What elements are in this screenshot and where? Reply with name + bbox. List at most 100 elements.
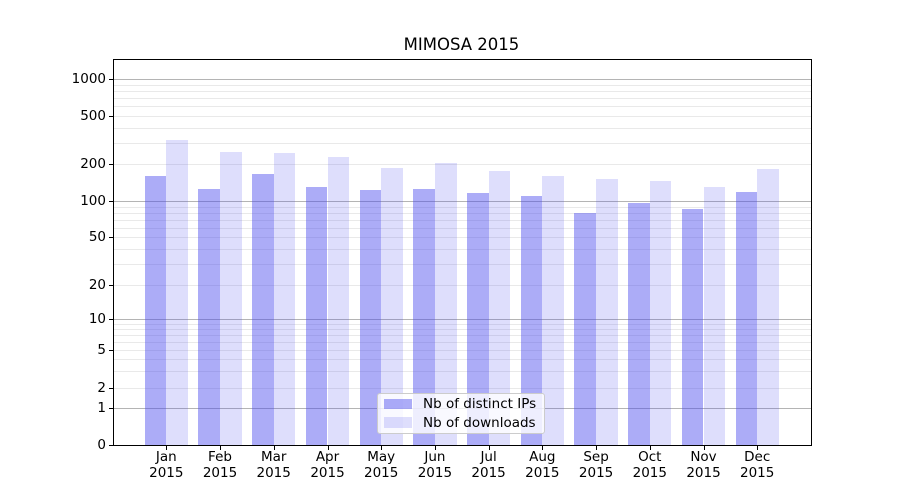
gridline-minor: [113, 90, 811, 92]
x-tick-mark: [434, 446, 436, 450]
gridline-minor: [113, 84, 811, 86]
y-tick-mark: [108, 164, 113, 165]
x-tick-label: Jun 2015: [403, 449, 467, 481]
x-tick-mark: [703, 446, 705, 450]
bar-nb-of-downloads-sep-2015: [596, 179, 618, 445]
gridline-minor: [113, 142, 811, 144]
x-tick-mark: [273, 446, 275, 450]
bar-nb-of-downloads-dec-2015: [757, 169, 779, 445]
gridline-minor: [113, 116, 811, 117]
bar-nb-of-distinct-ips-apr-2015: [305, 187, 328, 445]
gridline-minor: [113, 285, 811, 286]
x-tick-year: 2015: [740, 464, 775, 481]
x-tick-month: Sep: [583, 449, 609, 465]
x-tick-mark: [220, 446, 221, 450]
y-tick-mark: [108, 237, 113, 238]
x-tick-month: Mar: [260, 449, 287, 465]
y-tick-mark: [108, 408, 113, 409]
y-tick-label: 2: [97, 379, 106, 396]
x-tick-mark: [166, 446, 168, 450]
x-tick-label: Dec 2015: [725, 449, 789, 481]
bar-nb-of-distinct-ips-sep-2015: [574, 212, 597, 445]
x-tick-label: Jul 2015: [457, 449, 521, 481]
y-tick-label: 10: [88, 311, 106, 327]
bar-nb-of-downloads-feb-2015: [220, 151, 242, 445]
legend-label: Nb of downloads: [423, 414, 536, 431]
x-tick-month: Nov: [690, 449, 717, 465]
y-tick-mark: [108, 350, 113, 351]
x-tick-year: 2015: [149, 464, 184, 481]
bar-nb-of-distinct-ips-may-2015: [359, 190, 382, 445]
x-tick-year: 2015: [364, 464, 399, 481]
y-tick-mark: [108, 285, 113, 286]
x-tick-year: 2015: [202, 464, 238, 481]
gridline-minor: [113, 164, 811, 165]
y-tick-label: 20: [88, 277, 106, 293]
x-tick-label: Aug 2015: [510, 449, 574, 481]
gridline-minor: [113, 323, 811, 325]
bar-nb-of-downloads-apr-2015: [327, 157, 350, 445]
gridline-major: [113, 201, 811, 202]
x-tick-year: 2015: [525, 464, 560, 481]
x-tick-month: May: [367, 449, 396, 465]
x-tick-year: 2015: [686, 464, 721, 481]
gridline-minor: [113, 106, 811, 108]
bar-nb-of-downloads-oct-2015: [649, 180, 672, 445]
chart-title: MIMOSA 2015: [403, 35, 520, 54]
y-tick-mark: [108, 79, 113, 80]
x-tick-mark: [542, 446, 544, 450]
x-tick-month: Dec: [744, 449, 771, 465]
bar-nb-of-downloads-mar-2015: [273, 153, 296, 445]
y-tick-mark: [108, 201, 113, 202]
x-tick-label: Sep 2015: [564, 449, 628, 481]
x-tick-month: Feb: [208, 449, 232, 465]
y-tick-label: 200: [80, 156, 106, 172]
bar-nb-of-downloads-jan-2015: [166, 140, 188, 445]
x-tick-month: Apr: [315, 449, 340, 465]
bar-nb-of-distinct-ips-mar-2015: [252, 174, 274, 445]
legend-swatch: [384, 417, 412, 428]
y-tick-label: 50: [88, 229, 106, 245]
y-tick-label: 5: [97, 342, 106, 358]
legend-row: Nb of distinct IPs: [384, 395, 538, 414]
x-tick-mark: [757, 446, 759, 450]
bar-nb-of-distinct-ips-jul-2015: [466, 193, 489, 445]
bar-nb-of-downloads-jul-2015: [488, 171, 511, 445]
y-tick-mark: [108, 445, 113, 446]
x-tick-label: Feb 2015: [188, 449, 252, 481]
gridline-minor: [113, 98, 811, 99]
x-tick-label: Jan 2015: [134, 449, 198, 481]
gridline-minor: [113, 335, 811, 336]
bar-nb-of-distinct-ips-jan-2015: [144, 175, 167, 445]
x-tick-year: 2015: [256, 464, 291, 481]
x-tick-year: 2015: [417, 464, 453, 481]
bar-nb-of-distinct-ips-feb-2015: [198, 189, 220, 445]
bar-nb-of-downloads-aug-2015: [542, 175, 564, 445]
x-tick-label: Mar 2015: [242, 449, 306, 481]
y-tick-mark: [108, 116, 113, 117]
x-tick-year: 2015: [310, 464, 345, 481]
bar-nb-of-downloads-may-2015: [381, 168, 403, 445]
bar-nb-of-distinct-ips-jun-2015: [413, 188, 435, 445]
x-tick-mark: [649, 446, 651, 450]
y-tick-label: 500: [80, 108, 106, 124]
x-tick-label: Apr 2015: [296, 449, 360, 481]
plot-area: [112, 59, 812, 446]
legend-row: Nb of downloads: [384, 413, 538, 432]
gridline-minor: [113, 370, 811, 372]
x-tick-mark: [327, 446, 329, 450]
bar-nb-of-distinct-ips-aug-2015: [520, 196, 543, 445]
x-tick-label: Oct 2015: [618, 449, 682, 481]
gridline-minor: [113, 127, 811, 129]
bar-nb-of-downloads-jun-2015: [434, 162, 457, 445]
x-tick-label: May 2015: [349, 449, 413, 481]
gridline-minor: [113, 329, 811, 330]
y-tick-label: 100: [80, 193, 106, 209]
y-tick-label: 1000: [71, 71, 106, 87]
gridline-minor: [113, 212, 811, 214]
legend: Nb of distinct IPs Nb of downloads: [377, 392, 545, 434]
gridline-minor: [113, 248, 811, 250]
x-tick-month: Jun: [424, 449, 446, 465]
x-tick-month: Jan: [155, 449, 177, 465]
